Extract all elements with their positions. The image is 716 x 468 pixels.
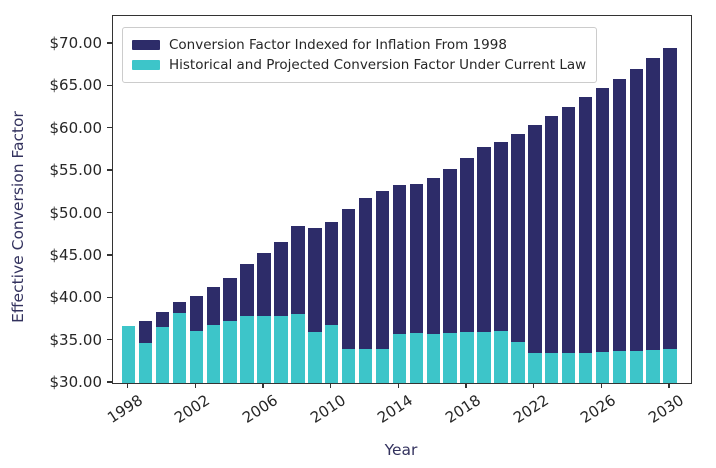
bar-current-law-2010 (324, 324, 339, 383)
y-tick-mark (107, 169, 112, 171)
bar-current-law-2012 (358, 348, 373, 383)
y-tick-mark (107, 127, 112, 129)
legend-label-indexed: Conversion Factor Indexed for Inflation … (169, 37, 507, 53)
bar-current-law-2013 (375, 348, 390, 383)
bar-current-law-2004 (223, 320, 237, 383)
bar-current-law-2020 (494, 331, 508, 383)
bar-current-law-2030 (663, 349, 677, 383)
bar-current-law-2016 (426, 333, 441, 383)
x-tick-label: 2022 (509, 391, 552, 427)
y-tick-mark (107, 84, 112, 86)
bar-indexed-2014 (392, 184, 407, 383)
bar-indexed-2011 (341, 209, 356, 383)
y-tick-mark (107, 381, 112, 383)
x-tick-mark (330, 383, 332, 389)
x-tick-label: 2002 (171, 391, 214, 427)
x-tick-label: 2010 (306, 391, 349, 427)
bar-current-law-2018 (460, 332, 474, 383)
y-tick-label: $70.00 (49, 34, 103, 52)
bar-current-law-2024 (561, 352, 576, 383)
bar-indexed-2021 (511, 133, 525, 383)
y-tick-label: $55.00 (49, 161, 103, 180)
x-tick-mark (668, 383, 670, 389)
bar-indexed-2025 (578, 97, 593, 383)
y-tick-label: $30.00 (49, 373, 103, 391)
bar-indexed-2023 (544, 116, 559, 383)
x-tick-mark (465, 383, 467, 389)
bar-current-law-2002 (189, 330, 204, 383)
bar-current-law-2000 (155, 327, 170, 383)
bar-current-law-2023 (544, 352, 559, 383)
bar-current-law-2003 (206, 325, 221, 383)
y-tick-mark (107, 42, 112, 44)
y-tick-mark (107, 254, 112, 256)
legend-item-current-law: Historical and Projected Conversion Fact… (132, 55, 586, 75)
bar-current-law-2019 (477, 331, 491, 383)
bar-current-law-2015 (409, 332, 424, 383)
bar-indexed-2027 (612, 78, 627, 383)
bar-indexed-2013 (375, 191, 390, 383)
bar-indexed-2018 (460, 157, 474, 383)
bar-current-law-2022 (528, 352, 542, 383)
y-tick-mark (107, 338, 112, 341)
bar-indexed-2012 (358, 198, 373, 383)
x-tick-mark (397, 383, 400, 389)
x-axis-title: Year (384, 441, 418, 459)
bar-indexed-2020 (494, 142, 508, 383)
y-tick-label: $35.00 (49, 330, 103, 349)
bar-current-law-2028 (629, 350, 644, 383)
y-tick-label: $45.00 (49, 245, 103, 264)
x-tick-mark (194, 383, 197, 389)
y-tick-label: $50.00 (49, 203, 103, 222)
bar-current-law-2006 (257, 316, 271, 383)
bar-current-law-2011 (341, 349, 356, 383)
bar-indexed-2026 (595, 88, 610, 383)
bar-indexed-2028 (629, 68, 644, 383)
y-tick-mark (107, 211, 112, 214)
x-tick-mark (600, 383, 603, 389)
y-tick-label: $65.00 (49, 76, 103, 95)
y-tick-label: $40.00 (49, 288, 103, 307)
legend: Conversion Factor Indexed for Inflation … (122, 27, 598, 83)
bar-current-law-2029 (646, 349, 660, 383)
legend-swatch-indexed-icon (132, 40, 160, 50)
bar-current-law-2027 (612, 351, 627, 383)
bar-current-law-2025 (578, 352, 593, 383)
bar-current-law-2017 (443, 333, 457, 383)
x-tick-label: 2026 (577, 391, 620, 427)
bar-indexed-2030 (663, 48, 677, 383)
bar-indexed-2016 (426, 177, 441, 383)
bar-indexed-2017 (443, 168, 457, 383)
plot-area: Conversion Factor Indexed for Inflation … (112, 15, 692, 384)
bar-current-law-2009 (308, 331, 322, 383)
legend-item-indexed: Conversion Factor Indexed for Inflation … (132, 35, 586, 55)
legend-swatch-current-law-icon (132, 60, 160, 70)
bar-indexed-2024 (561, 106, 576, 383)
x-tick-label: 2014 (374, 391, 417, 427)
bar-current-law-2021 (511, 341, 525, 383)
bar-current-law-1998 (121, 326, 136, 383)
bar-current-law-2007 (274, 316, 288, 383)
x-tick-mark (533, 383, 535, 389)
y-tick-label: $60.00 (49, 118, 103, 137)
x-tick-label: 2030 (645, 391, 687, 427)
x-tick-label: 2018 (442, 391, 484, 427)
bar-current-law-2026 (595, 351, 610, 383)
bar-indexed-2029 (646, 58, 660, 383)
bar-indexed-2022 (528, 124, 542, 383)
y-tick-mark (107, 296, 112, 298)
bar-current-law-2001 (172, 313, 187, 383)
bar-indexed-2019 (477, 147, 491, 383)
legend-label-current-law: Historical and Projected Conversion Fact… (169, 57, 587, 73)
bar-current-law-2008 (291, 314, 305, 383)
x-tick-mark (127, 383, 129, 389)
x-tick-label: 2006 (239, 391, 281, 427)
bar-current-law-1999 (138, 342, 153, 383)
bar-current-law-2005 (240, 316, 254, 383)
x-tick-mark (262, 383, 264, 389)
x-tick-label: 1998 (103, 391, 146, 427)
bar-current-law-2014 (392, 333, 407, 383)
